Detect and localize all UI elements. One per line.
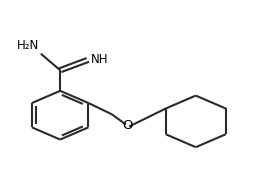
- Text: NH: NH: [91, 53, 108, 66]
- Text: O: O: [122, 119, 132, 132]
- Text: H₂N: H₂N: [17, 39, 40, 52]
